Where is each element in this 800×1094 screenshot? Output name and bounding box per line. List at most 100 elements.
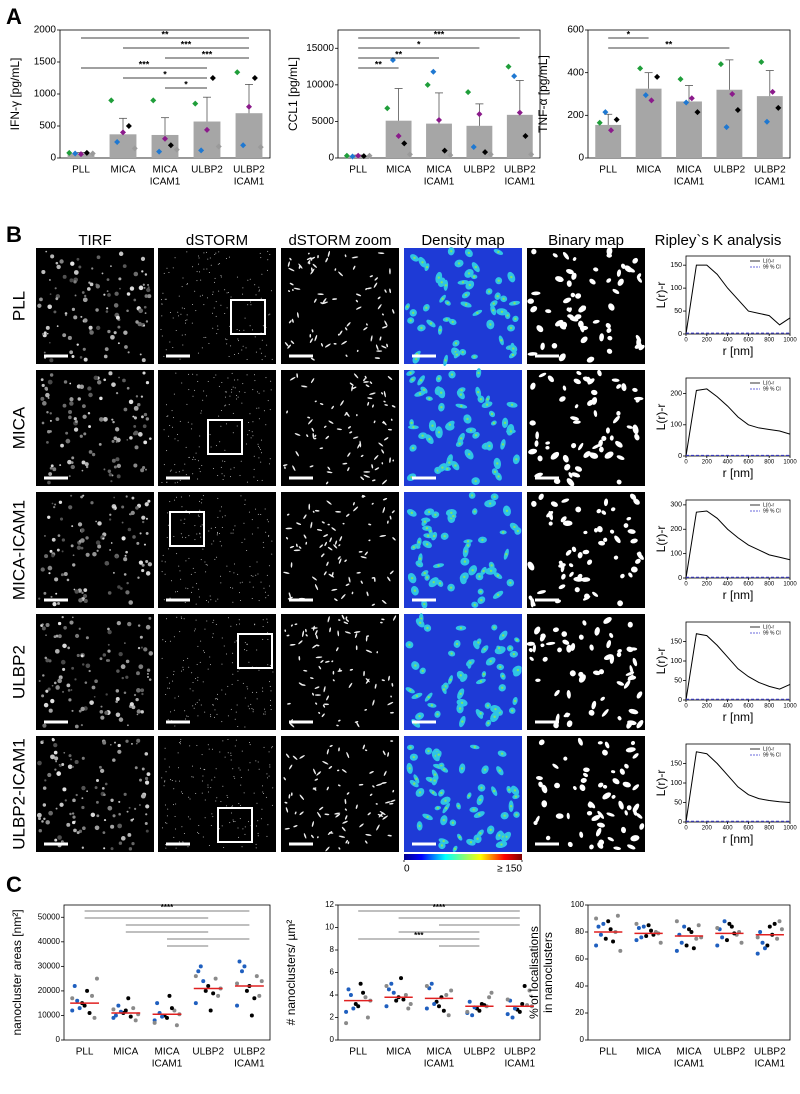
density-peak — [419, 558, 421, 560]
image-speckle — [105, 783, 108, 786]
image-speckle — [74, 678, 76, 680]
image-speckle — [59, 259, 63, 263]
density-peak — [409, 767, 411, 769]
data-point — [83, 1004, 87, 1008]
image-speckle — [209, 656, 210, 657]
image-speckle — [72, 821, 75, 824]
image-speckle — [210, 599, 211, 600]
image-speckle — [52, 538, 56, 542]
image-background — [36, 736, 154, 852]
image-speckle — [54, 577, 58, 581]
data-point — [363, 995, 367, 999]
image-speckle — [82, 291, 85, 294]
density-peak — [478, 575, 480, 577]
image-speckle — [55, 417, 59, 421]
image-speckle — [56, 265, 60, 269]
image-speckle — [267, 664, 268, 665]
image-speckle — [216, 333, 217, 334]
image-speckle — [252, 533, 253, 534]
image-speckle — [243, 346, 244, 347]
image-speckle — [207, 785, 208, 786]
image-speckle — [110, 335, 115, 340]
image-speckle — [48, 566, 53, 571]
image-speckle — [171, 580, 172, 581]
density-peak — [468, 794, 470, 796]
y-axis-label: L(r)-r — [654, 526, 668, 553]
image-speckle — [171, 470, 172, 471]
image-speckle — [54, 839, 57, 842]
image-speckle — [249, 512, 250, 513]
density-peak — [484, 768, 486, 770]
y-axis-label: in nanoclusters — [541, 932, 555, 1013]
image-speckle — [223, 479, 224, 480]
image-speckle — [92, 453, 95, 456]
image-speckle — [210, 714, 211, 715]
image-speckle — [208, 744, 209, 745]
image-background — [158, 614, 276, 730]
image-speckle — [206, 395, 207, 396]
data-point — [216, 994, 220, 998]
image-speckle — [181, 791, 182, 792]
density-peak — [439, 329, 441, 331]
image-speckle — [83, 318, 87, 322]
microscopy-image — [158, 370, 276, 486]
image-speckle — [142, 371, 145, 374]
image-speckle — [195, 310, 196, 311]
image-speckle — [199, 596, 200, 597]
image-speckle — [116, 669, 119, 672]
image-speckle — [71, 544, 74, 547]
data-point — [204, 989, 208, 993]
image-speckle — [256, 803, 257, 804]
image-speckle — [200, 471, 201, 472]
image-speckle — [228, 715, 229, 716]
x-tick-label: MICA — [113, 1047, 138, 1058]
image-speckle — [38, 598, 40, 600]
image-speckle — [243, 683, 244, 684]
image-speckle — [57, 325, 59, 327]
image-speckle — [234, 778, 235, 779]
image-speckle — [204, 562, 205, 563]
image-speckle — [255, 575, 256, 576]
image-speckle — [209, 272, 210, 273]
density-peak — [477, 391, 479, 393]
image-speckle — [75, 760, 79, 764]
image-speckle — [185, 560, 186, 561]
image-speckle — [69, 383, 71, 385]
density-peak — [419, 791, 421, 793]
image-speckle — [215, 374, 216, 375]
image-speckle — [242, 846, 243, 847]
image-speckle — [58, 622, 61, 625]
density-peak — [456, 643, 458, 645]
data-point — [449, 989, 453, 993]
image-speckle — [212, 816, 213, 817]
image-speckle — [241, 403, 242, 404]
x-tick-label: ULBP2 — [192, 1047, 224, 1058]
image-speckle — [255, 760, 256, 761]
image-speckle — [173, 788, 174, 789]
image-speckle — [210, 716, 211, 717]
density-peak — [511, 404, 513, 406]
image-speckle — [259, 290, 260, 291]
density-peak — [467, 544, 469, 546]
data-point — [384, 1004, 388, 1008]
image-speckle — [203, 269, 204, 270]
image-speckle — [175, 482, 176, 483]
image-speckle — [261, 809, 262, 810]
image-speckle — [47, 333, 49, 335]
image-speckle — [225, 391, 226, 392]
image-speckle — [261, 452, 262, 453]
image-speckle — [132, 535, 135, 538]
density-peak — [469, 284, 471, 286]
image-speckle — [162, 639, 163, 640]
image-speckle — [230, 587, 231, 588]
x-tick-label: ICAM1 — [505, 1059, 536, 1070]
panel-label: B — [6, 222, 22, 247]
image-speckle — [197, 664, 198, 665]
image-speckle — [91, 813, 95, 817]
image-speckle — [233, 529, 234, 530]
image-speckle — [81, 547, 84, 550]
image-speckle — [136, 542, 139, 545]
image-speckle — [263, 626, 264, 627]
image-speckle — [116, 556, 118, 558]
image-speckle — [217, 599, 218, 600]
